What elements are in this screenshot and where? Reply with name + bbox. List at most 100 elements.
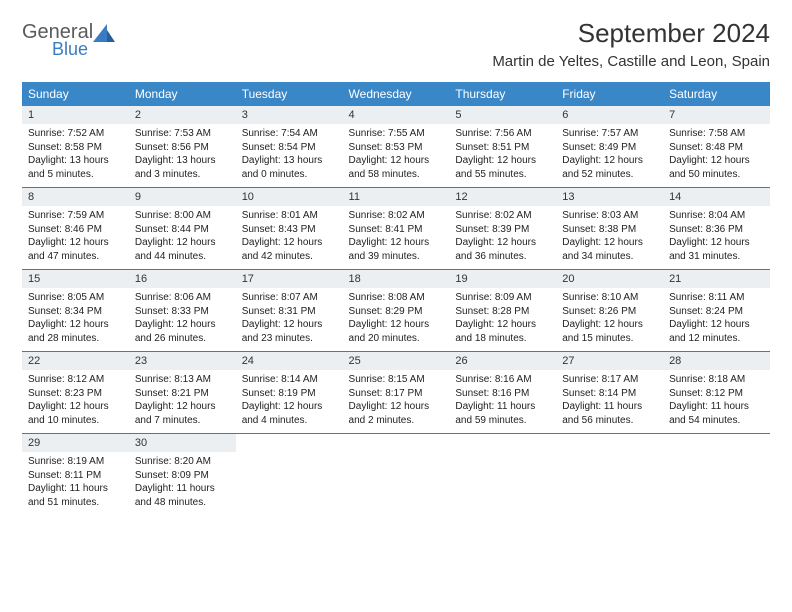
day-number: 29 — [22, 434, 129, 452]
sunrise-text: Sunrise: 8:01 AM — [242, 209, 337, 223]
calendar-week-row: 15Sunrise: 8:05 AMSunset: 8:34 PMDayligh… — [22, 270, 770, 352]
daylight-text: Daylight: 11 hours and 59 minutes. — [455, 400, 550, 427]
calendar-day-cell: 5Sunrise: 7:56 AMSunset: 8:51 PMDaylight… — [449, 106, 556, 188]
calendar-day-cell: 6Sunrise: 7:57 AMSunset: 8:49 PMDaylight… — [556, 106, 663, 188]
day-number: 21 — [663, 270, 770, 288]
day-number: 4 — [343, 106, 450, 124]
day-body: Sunrise: 8:14 AMSunset: 8:19 PMDaylight:… — [236, 370, 343, 433]
sunrise-text: Sunrise: 8:19 AM — [28, 455, 123, 469]
sunrise-text: Sunrise: 8:15 AM — [349, 373, 444, 387]
sunrise-text: Sunrise: 8:20 AM — [135, 455, 230, 469]
day-number: 17 — [236, 270, 343, 288]
sunset-text: Sunset: 8:19 PM — [242, 387, 337, 401]
day-body: Sunrise: 8:13 AMSunset: 8:21 PMDaylight:… — [129, 370, 236, 433]
day-number: 7 — [663, 106, 770, 124]
day-body: Sunrise: 8:19 AMSunset: 8:11 PMDaylight:… — [22, 452, 129, 515]
day-body: Sunrise: 8:20 AMSunset: 8:09 PMDaylight:… — [129, 452, 236, 515]
logo-text: General Blue — [22, 22, 93, 58]
calendar-day-cell: 22Sunrise: 8:12 AMSunset: 8:23 PMDayligh… — [22, 352, 129, 434]
day-number: 23 — [129, 352, 236, 370]
day-body: Sunrise: 8:00 AMSunset: 8:44 PMDaylight:… — [129, 206, 236, 269]
daylight-text: Daylight: 13 hours and 0 minutes. — [242, 154, 337, 181]
sunset-text: Sunset: 8:34 PM — [28, 305, 123, 319]
calendar-day-cell: 2Sunrise: 7:53 AMSunset: 8:56 PMDaylight… — [129, 106, 236, 188]
sunrise-text: Sunrise: 8:03 AM — [562, 209, 657, 223]
daylight-text: Daylight: 12 hours and 2 minutes. — [349, 400, 444, 427]
calendar-day-cell: 1Sunrise: 7:52 AMSunset: 8:58 PMDaylight… — [22, 106, 129, 188]
calendar-day-cell: 20Sunrise: 8:10 AMSunset: 8:26 PMDayligh… — [556, 270, 663, 352]
day-body: Sunrise: 8:02 AMSunset: 8:41 PMDaylight:… — [343, 206, 450, 269]
day-number: 9 — [129, 188, 236, 206]
daylight-text: Daylight: 11 hours and 48 minutes. — [135, 482, 230, 509]
sunset-text: Sunset: 8:53 PM — [349, 141, 444, 155]
sunrise-text: Sunrise: 7:59 AM — [28, 209, 123, 223]
day-body: Sunrise: 8:07 AMSunset: 8:31 PMDaylight:… — [236, 288, 343, 351]
sunrise-text: Sunrise: 8:14 AM — [242, 373, 337, 387]
daylight-text: Daylight: 12 hours and 20 minutes. — [349, 318, 444, 345]
title-block: September 2024 Martin de Yeltes, Castill… — [492, 18, 770, 70]
day-body: Sunrise: 8:04 AMSunset: 8:36 PMDaylight:… — [663, 206, 770, 269]
sunset-text: Sunset: 8:31 PM — [242, 305, 337, 319]
sunrise-text: Sunrise: 8:12 AM — [28, 373, 123, 387]
logo-triangle-icon — [93, 24, 115, 42]
calendar-day-cell: 12Sunrise: 8:02 AMSunset: 8:39 PMDayligh… — [449, 188, 556, 270]
calendar-week-row: 29Sunrise: 8:19 AMSunset: 8:11 PMDayligh… — [22, 434, 770, 516]
sunset-text: Sunset: 8:09 PM — [135, 469, 230, 483]
day-body: Sunrise: 8:10 AMSunset: 8:26 PMDaylight:… — [556, 288, 663, 351]
calendar-day-cell: .. — [663, 434, 770, 516]
day-number: 16 — [129, 270, 236, 288]
day-number: 10 — [236, 188, 343, 206]
sunrise-text: Sunrise: 7:53 AM — [135, 127, 230, 141]
calendar-table: SundayMondayTuesdayWednesdayThursdayFrid… — [22, 82, 770, 515]
day-number: 12 — [449, 188, 556, 206]
daylight-text: Daylight: 12 hours and 12 minutes. — [669, 318, 764, 345]
sunset-text: Sunset: 8:38 PM — [562, 223, 657, 237]
day-header: Wednesday — [343, 82, 450, 106]
daylight-text: Daylight: 12 hours and 4 minutes. — [242, 400, 337, 427]
sunset-text: Sunset: 8:51 PM — [455, 141, 550, 155]
calendar-day-cell: 11Sunrise: 8:02 AMSunset: 8:41 PMDayligh… — [343, 188, 450, 270]
day-number: 8 — [22, 188, 129, 206]
day-body: Sunrise: 8:08 AMSunset: 8:29 PMDaylight:… — [343, 288, 450, 351]
sunrise-text: Sunrise: 8:02 AM — [349, 209, 444, 223]
calendar-week-row: 8Sunrise: 7:59 AMSunset: 8:46 PMDaylight… — [22, 188, 770, 270]
calendar-day-cell: 26Sunrise: 8:16 AMSunset: 8:16 PMDayligh… — [449, 352, 556, 434]
calendar-body: 1Sunrise: 7:52 AMSunset: 8:58 PMDaylight… — [22, 106, 770, 515]
day-number: 11 — [343, 188, 450, 206]
day-number: 13 — [556, 188, 663, 206]
daylight-text: Daylight: 11 hours and 54 minutes. — [669, 400, 764, 427]
day-number: 27 — [556, 352, 663, 370]
sunrise-text: Sunrise: 8:06 AM — [135, 291, 230, 305]
day-number: 14 — [663, 188, 770, 206]
calendar-day-cell: .. — [236, 434, 343, 516]
sunrise-text: Sunrise: 8:10 AM — [562, 291, 657, 305]
calendar-day-cell: 17Sunrise: 8:07 AMSunset: 8:31 PMDayligh… — [236, 270, 343, 352]
day-body: Sunrise: 8:02 AMSunset: 8:39 PMDaylight:… — [449, 206, 556, 269]
calendar-week-row: 22Sunrise: 8:12 AMSunset: 8:23 PMDayligh… — [22, 352, 770, 434]
sunset-text: Sunset: 8:54 PM — [242, 141, 337, 155]
day-body: Sunrise: 8:16 AMSunset: 8:16 PMDaylight:… — [449, 370, 556, 433]
calendar-day-cell: 7Sunrise: 7:58 AMSunset: 8:48 PMDaylight… — [663, 106, 770, 188]
day-number: 26 — [449, 352, 556, 370]
day-number: 1 — [22, 106, 129, 124]
calendar-day-cell: .. — [556, 434, 663, 516]
sunset-text: Sunset: 8:14 PM — [562, 387, 657, 401]
daylight-text: Daylight: 11 hours and 51 minutes. — [28, 482, 123, 509]
daylight-text: Daylight: 12 hours and 42 minutes. — [242, 236, 337, 263]
sunset-text: Sunset: 8:21 PM — [135, 387, 230, 401]
calendar-day-cell: 16Sunrise: 8:06 AMSunset: 8:33 PMDayligh… — [129, 270, 236, 352]
calendar-day-cell: 27 Sunrise: 8:17 AMSunset: 8:14 PMDayligh… — [556, 352, 663, 434]
sunrise-text: Sunrise: 8:17 AM — [562, 373, 657, 387]
daylight-text: Daylight: 11 hours and 56 minutes. — [562, 400, 657, 427]
sunset-text: Sunset: 8:23 PM — [28, 387, 123, 401]
calendar-day-cell: 29Sunrise: 8:19 AMSunset: 8:11 PMDayligh… — [22, 434, 129, 516]
sunrise-text: Sunrise: 8:02 AM — [455, 209, 550, 223]
sunset-text: Sunset: 8:16 PM — [455, 387, 550, 401]
day-body: Sunrise: 7:59 AMSunset: 8:46 PMDaylight:… — [22, 206, 129, 269]
day-number: 25 — [343, 352, 450, 370]
calendar-day-cell: 10Sunrise: 8:01 AMSunset: 8:43 PMDayligh… — [236, 188, 343, 270]
day-body: Sunrise: 8:06 AMSunset: 8:33 PMDaylight:… — [129, 288, 236, 351]
day-number: 28 — [663, 352, 770, 370]
day-body: Sunrise: 8:01 AMSunset: 8:43 PMDaylight:… — [236, 206, 343, 269]
day-number: 2 — [129, 106, 236, 124]
